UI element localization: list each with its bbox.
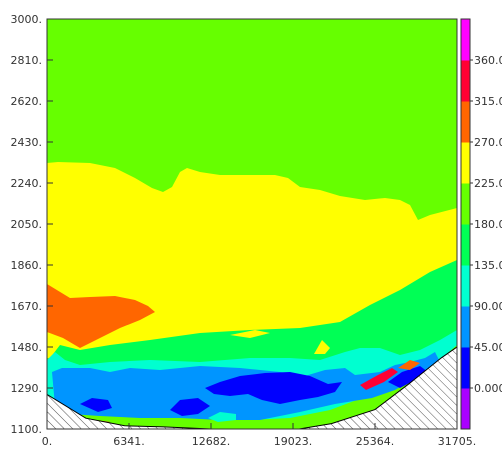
y-tick-label: 2050. [11, 218, 43, 231]
y-tick-label: 1860. [11, 259, 43, 272]
colorbar-segment [461, 101, 470, 143]
colorbar-segment [461, 224, 470, 266]
x-tick-label: 12682. [192, 435, 231, 448]
colorbar-tick-label: 315.0 [474, 95, 502, 108]
x-tick-label: 0. [42, 435, 53, 448]
colorbar-tick-label: 225.0 [474, 177, 502, 190]
y-tick-label: 1100. [11, 423, 43, 436]
contour-band-0-45-c [80, 398, 112, 412]
y-tick-label: 2810. [11, 54, 43, 67]
colorbar-segment [461, 19, 470, 61]
contour-band-0-45-b [170, 398, 210, 416]
x-tick-label: 31705. [438, 435, 477, 448]
contour-streak-270-315 [398, 360, 420, 370]
contour-pocket-90-135 [208, 412, 236, 422]
y-tick-label: 3000. [11, 13, 43, 26]
x-tick-label: 25364. [356, 435, 395, 448]
contour-streak-315-360 [360, 368, 398, 390]
y-tick-label: 1480. [11, 341, 43, 354]
colorbar-segment [461, 265, 470, 307]
colorbar-tick-label: 45.00 [474, 341, 502, 354]
colorbar-segment [461, 347, 470, 389]
y-axis: 1100. 1290. 1480. 1670. 1860. 2050. 2240. 2430.… [11, 13, 53, 436]
colorbar-segment [461, 306, 470, 348]
contour-pocket-225-270-b [230, 330, 270, 338]
colorbar-segment [461, 142, 470, 184]
colorbar-segment [461, 60, 470, 102]
contour-pocket-225-270-a [314, 340, 330, 354]
colorbar-tick-label: 360.0 [474, 54, 502, 67]
contour-band-0-45-d [388, 366, 428, 388]
terrain-hatch [47, 346, 457, 429]
y-tick-label: 1670. [11, 300, 43, 313]
colorbar-tick-label: 0.000 [474, 382, 502, 395]
x-tick-label: 19023. [274, 435, 313, 448]
y-tick-label: 2430. [11, 136, 43, 149]
contour-band-135-180 [47, 260, 457, 375]
colorbar-tick-label: 135.0 [474, 259, 502, 272]
y-tick-label: 2240. [11, 177, 43, 190]
colorbar: 0.000 45.00 90.00 135.0 180.0 225.0 270.0 315.0… [460, 18, 502, 430]
colorbar-segment [461, 183, 470, 225]
contour-band-270-315 [47, 284, 155, 348]
colorbar-tick-label: 90.00 [474, 300, 502, 313]
contour-band-0-45 [205, 372, 342, 404]
plot-area [47, 19, 457, 429]
y-tick-label: 2620. [11, 95, 43, 108]
colorbar-tick-label: 270.0 [474, 136, 502, 149]
x-tick-label: 6341. [113, 435, 145, 448]
colorbar-segment [461, 388, 470, 430]
colorbar-tick-label: 180.0 [474, 218, 502, 231]
x-axis: 0. 6341. 12682. 19023. 25364. 31705. [42, 423, 477, 448]
y-tick-label: 1290. [11, 382, 43, 395]
